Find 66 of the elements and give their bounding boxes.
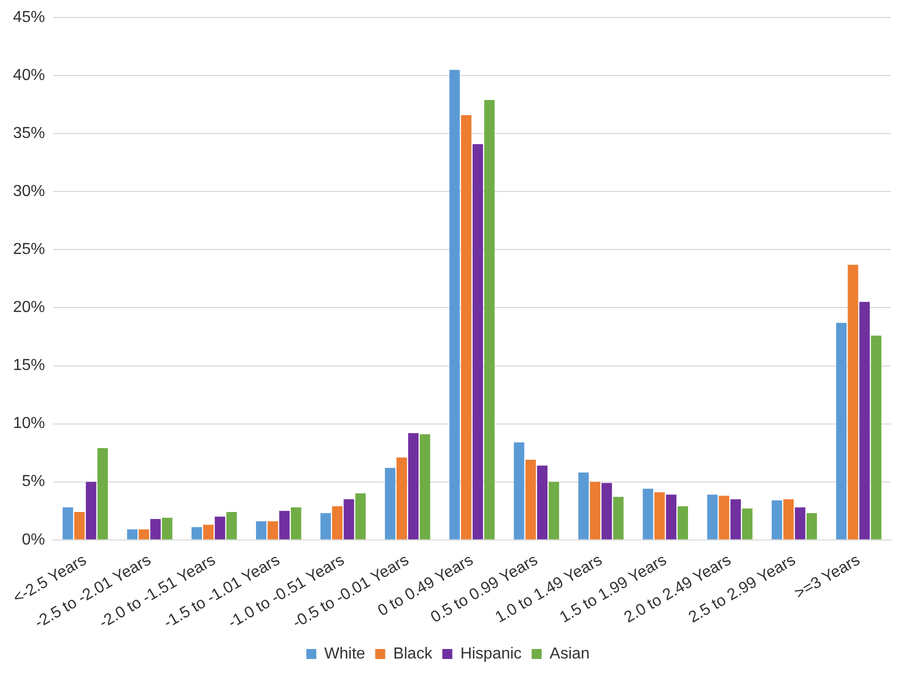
bar: [836, 322, 847, 540]
y-tick-label: 25%: [12, 241, 46, 258]
bar: [162, 518, 172, 540]
bar: [396, 457, 407, 540]
y-tick-label: 5%: [22, 473, 46, 490]
bar: [772, 500, 782, 540]
bar: [578, 472, 589, 540]
bar: [256, 521, 266, 540]
legend-label: Black: [393, 645, 434, 662]
y-tick-label: 20%: [12, 299, 46, 316]
y-tick-label: 35%: [12, 125, 46, 142]
bar: [654, 492, 665, 540]
bar: [460, 115, 472, 540]
bar: [86, 482, 96, 540]
bar: [525, 460, 536, 540]
bar: [514, 442, 524, 540]
bar: [548, 482, 560, 540]
y-tick-label: 10%: [12, 415, 46, 432]
bar: [730, 499, 741, 540]
bar: [355, 493, 366, 540]
bar: [742, 508, 752, 540]
bar: [138, 529, 150, 540]
bar: [62, 507, 74, 540]
legend-label: Hispanic: [460, 645, 522, 662]
legend-label: White: [324, 645, 366, 662]
bar: [150, 518, 161, 540]
bar: [666, 494, 676, 540]
bar: [848, 264, 858, 540]
bar: [472, 144, 484, 540]
bar: [344, 499, 354, 540]
bar: [537, 466, 548, 540]
y-tick-label: 45%: [12, 9, 46, 26]
bar: [290, 507, 302, 540]
bar: [214, 516, 226, 540]
bar: [870, 336, 882, 540]
bar: [642, 488, 654, 540]
bar: [332, 506, 343, 540]
bar: [590, 482, 600, 540]
y-tick-label: 0%: [22, 531, 46, 548]
bar: [97, 448, 108, 540]
bar: [678, 506, 688, 540]
bar: [484, 100, 495, 540]
y-tick-label: 40%: [12, 67, 46, 84]
bar: [408, 433, 419, 540]
bar: [203, 524, 214, 540]
bar: [320, 513, 331, 540]
bar: [707, 494, 718, 540]
bar: [279, 510, 290, 540]
bar: [859, 302, 870, 540]
bar: [783, 499, 794, 540]
legend-label: Asian: [550, 645, 590, 662]
bar: [613, 496, 624, 540]
y-tick-label: 15%: [12, 357, 46, 374]
bar: [192, 527, 202, 540]
bar: [718, 496, 730, 540]
bar: [806, 513, 817, 540]
bar: [226, 512, 237, 540]
y-tick-label: 30%: [12, 183, 46, 200]
bar: [384, 468, 396, 540]
bar: [602, 482, 612, 540]
bar: [420, 434, 430, 540]
bar: [74, 512, 85, 540]
bar: [449, 70, 460, 540]
bar: [794, 507, 806, 540]
bar: [268, 521, 278, 540]
bar: [127, 529, 138, 540]
